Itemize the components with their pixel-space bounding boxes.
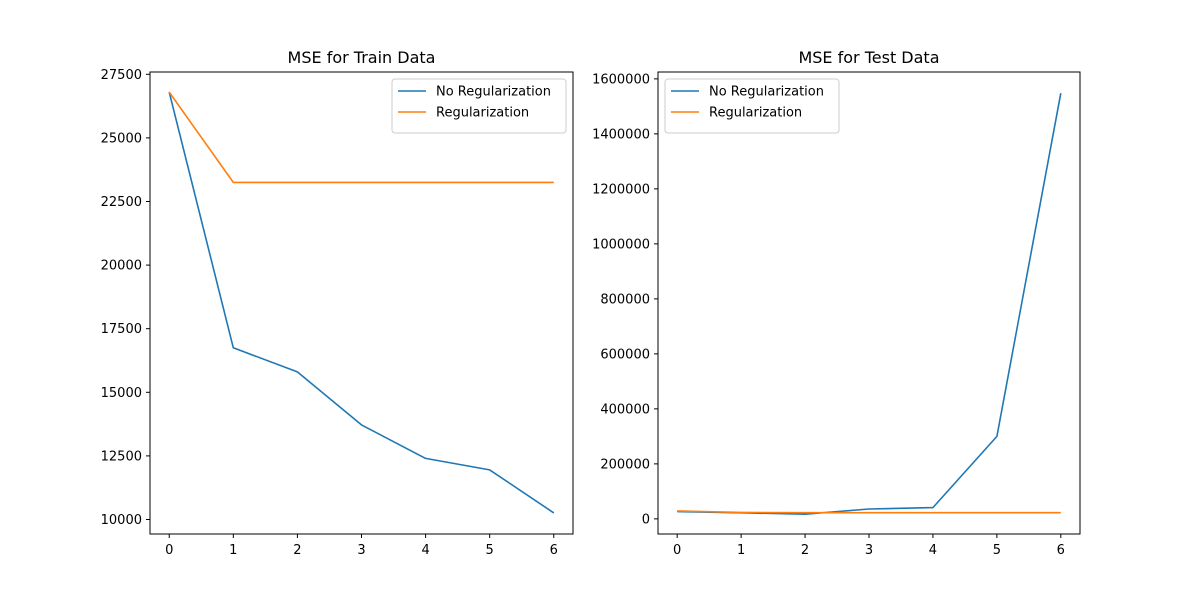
test-axes-frame — [657, 71, 1081, 535]
test-series-line-regularization — [677, 510, 1061, 514]
train-chart-title: MSE for Train Data — [288, 48, 436, 67]
train-legend: No Regularization Regularization — [391, 78, 567, 134]
train-y-tick-label: 17500 — [101, 322, 142, 337]
test-x-tick-label: 3 — [865, 543, 873, 558]
test-y-tick-label: 1000000 — [592, 237, 650, 252]
test-legend: No Regularization Regularization — [664, 78, 840, 134]
train-legend-label: No Regularization — [436, 85, 551, 100]
train-x-tick-label: 3 — [357, 543, 365, 558]
test-series-line-no-regularization — [677, 93, 1062, 516]
test-y-tick-label: 600000 — [600, 347, 650, 362]
test-y-tick-label: 200000 — [600, 457, 650, 472]
test-legend-box — [664, 78, 840, 134]
test-y-tick-label: 1200000 — [592, 182, 650, 197]
train-series-line-no-regularization — [168, 91, 555, 514]
train-y-tick-label: 10000 — [101, 513, 142, 528]
train-x-tick-label: 6 — [550, 543, 558, 558]
test-x-tick-label: 4 — [929, 543, 937, 558]
train-legend-box — [391, 78, 567, 134]
train-axes-frame — [149, 71, 574, 535]
train-y-tick-label: 25000 — [101, 131, 142, 146]
test-legend-label: Regularization — [709, 106, 802, 121]
test-x-tick-label: 1 — [737, 543, 745, 558]
test-mse-chart: MSE for Test Data 0 1 2 3 4 5 6 0 200000 400000 60… — [592, 48, 1081, 558]
test-y-tick-label: 1600000 — [592, 72, 650, 87]
test-x-tick-label: 2 — [801, 543, 809, 558]
test-y-tick-label: 0 — [642, 512, 650, 527]
test-y-tick-label: 400000 — [600, 402, 650, 417]
test-y-tick-label: 1400000 — [592, 127, 650, 142]
train-x-tick-label: 1 — [229, 543, 237, 558]
train-x-tick-label: 0 — [165, 543, 173, 558]
train-x-tick-label: 4 — [421, 543, 429, 558]
train-legend-label: Regularization — [436, 106, 529, 121]
test-chart-title: MSE for Test Data — [798, 48, 939, 67]
train-y-tick-label: 12500 — [101, 449, 142, 464]
train-y-tick-label: 27500 — [101, 68, 142, 83]
test-legend-label: No Regularization — [709, 85, 824, 100]
train-y-tick-label: 15000 — [101, 386, 142, 401]
train-y-tick-label: 22500 — [101, 195, 142, 210]
train-mse-chart: MSE for Train Data 0 1 2 3 4 5 6 10000 12500 1500… — [101, 48, 574, 558]
train-y-tick-label: 20000 — [101, 259, 142, 274]
test-y-tick-label: 800000 — [600, 292, 650, 307]
train-x-tick-label: 2 — [293, 543, 301, 558]
train-series-line-regularization — [168, 91, 554, 184]
test-x-tick-label: 0 — [673, 543, 681, 558]
test-x-tick-label: 5 — [993, 543, 1001, 558]
test-x-tick-label: 6 — [1057, 543, 1065, 558]
train-x-tick-label: 5 — [486, 543, 494, 558]
